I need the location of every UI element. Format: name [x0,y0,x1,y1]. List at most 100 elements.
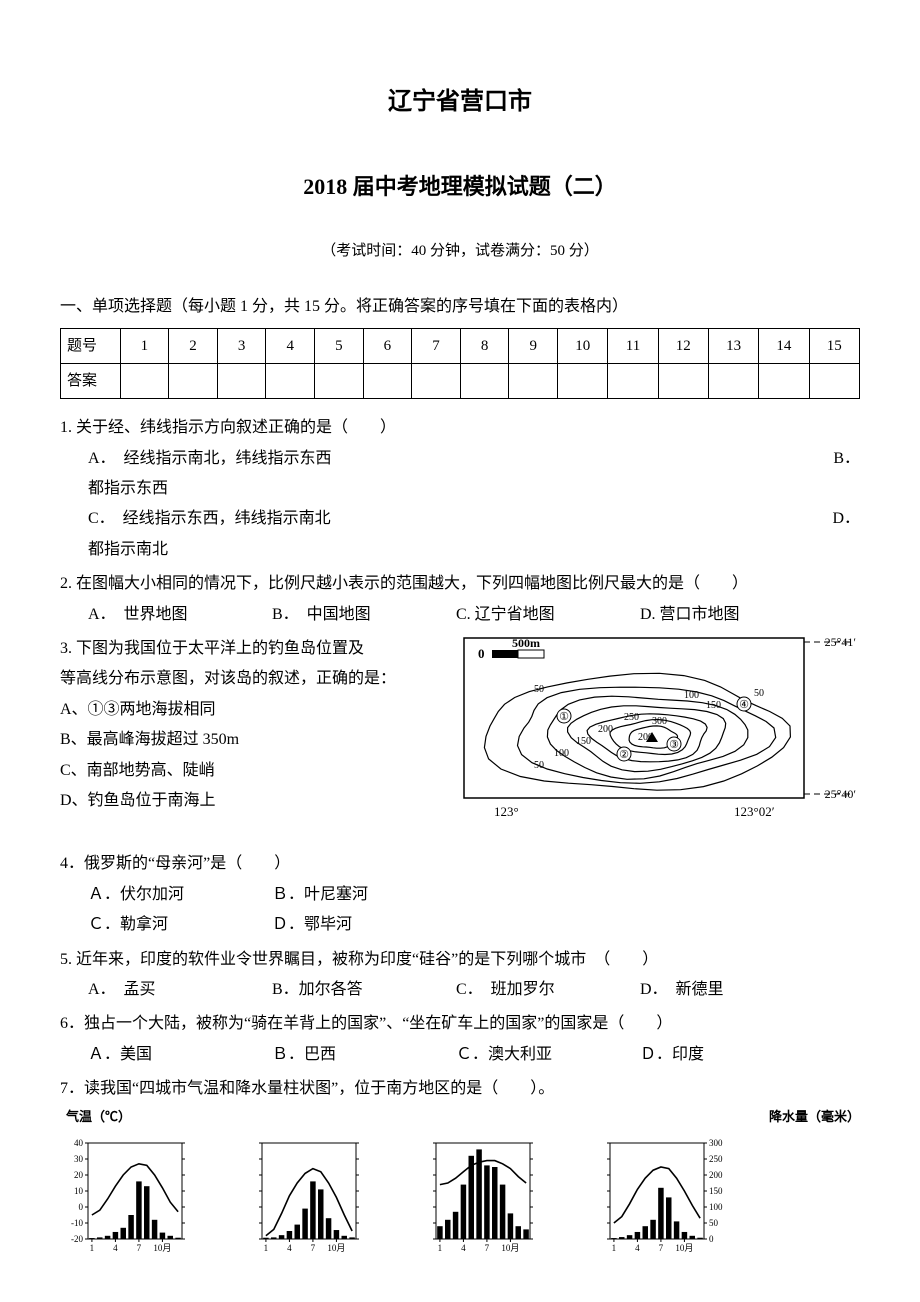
answer-cell [708,364,758,399]
svg-text:20: 20 [74,1170,84,1180]
q4-opt-a: Ａ．伏尔加河 [88,880,268,910]
answer-cell [658,364,708,399]
question-3: 25°41′25°40′123°123°02′0500m①②③④50501001… [60,634,860,845]
temp-axis-title: 气温（℃） [60,1105,131,1130]
q1-opt-b: B． [833,444,860,474]
q1-opt-a: A． 经线指示南北，纬线指示东西 [88,450,332,467]
svg-text:250: 250 [709,1154,723,1164]
col-num: 3 [217,329,266,364]
climate-chart: 1 4 7 10月 [234,1137,384,1257]
q1-opt-b-cont: 都指示东西 [60,474,860,504]
q2-stem: 2. 在图幅大小相同的情况下，比例尺越小表示的范围越大，下列四幅地图比例尺最大的… [60,569,860,599]
svg-text:150: 150 [706,700,721,711]
svg-text:100: 100 [684,690,699,701]
q6-stem: 6．独占一个大陆，被称为“骑在羊背上的国家”、“坐在矿车上的国家”的国家是（ ） [60,1009,860,1039]
climate-chart: -20-1001020304014710月 [60,1137,210,1257]
svg-text:7: 7 [659,1243,664,1253]
col-num: 7 [412,329,461,364]
svg-text:7: 7 [137,1243,142,1253]
answer-cell [509,364,558,399]
question-4: 4．俄罗斯的“母亲河”是（ ） Ａ．伏尔加河 Ｂ．叶尼塞河 Ｃ．勒拿河 Ｄ．鄂毕… [60,849,860,940]
svg-text:30: 30 [74,1154,84,1164]
q5-opt-b: B．加尔各答 [272,975,452,1005]
svg-text:1: 1 [264,1243,269,1253]
svg-text:123°02′: 123°02′ [734,804,775,819]
col-num: 14 [759,329,809,364]
svg-text:④: ④ [739,699,749,711]
svg-text:4: 4 [461,1243,466,1253]
col-num: 13 [708,329,758,364]
table-row: 答案 [61,364,860,399]
answer-cell [363,364,412,399]
q2-opt-b: B． 中国地图 [272,600,452,630]
col-num: 8 [460,329,509,364]
answer-cell [558,364,608,399]
q2-opt-c: C. 辽宁省地图 [456,600,636,630]
exam-info: （考试时间：40 分钟，试卷满分：50 分） [60,237,860,266]
svg-text:③: ③ [669,739,679,751]
q1-stem: 1. 关于经、纬线指示方向叙述正确的是（ ） [60,413,860,443]
svg-text:100: 100 [709,1202,723,1212]
col-num: 5 [315,329,364,364]
svg-text:②: ② [619,749,629,761]
answer-cell [412,364,461,399]
svg-text:10: 10 [74,1186,84,1196]
svg-text:1: 1 [90,1243,95,1253]
svg-text:10月: 10月 [327,1243,345,1253]
svg-text:0: 0 [79,1202,84,1212]
svg-text:7: 7 [485,1243,490,1253]
svg-text:25°40′: 25°40′ [825,787,857,801]
svg-text:1: 1 [612,1243,617,1253]
page-title-2: 2018 届中考地理模拟试题（二） [60,166,860,208]
svg-text:4: 4 [635,1243,640,1253]
row-label: 答案 [61,364,121,399]
question-7: 7．读我国“四城市气温和降水量柱状图”，位于南方地区的是（ ）。 气温（℃） 降… [60,1074,860,1257]
climate-chart: 05010015020025030014710月 [582,1137,732,1257]
svg-text:10月: 10月 [675,1243,693,1253]
answer-cell [608,364,658,399]
q5-opt-a: A． 孟买 [88,975,268,1005]
col-num: 4 [266,329,315,364]
svg-text:4: 4 [287,1243,292,1253]
col-num: 2 [169,329,218,364]
answer-cell [809,364,859,399]
col-num: 15 [809,329,859,364]
svg-text:200: 200 [598,724,613,735]
svg-text:0: 0 [478,646,485,661]
answer-cell [460,364,509,399]
q1-line-a: A． 经线指示南北，纬线指示东西 B． [60,444,860,474]
q6-opt-d: Ｄ．印度 [640,1040,820,1070]
svg-text:10月: 10月 [501,1243,519,1253]
svg-text:300: 300 [652,716,667,727]
svg-text:123°: 123° [494,804,519,819]
svg-text:10月: 10月 [153,1243,171,1253]
question-1: 1. 关于经、纬线指示方向叙述正确的是（ ） A． 经线指示南北，纬线指示东西 … [60,413,860,565]
q6-opt-c: Ｃ．澳大利亚 [456,1040,636,1070]
col-num: 10 [558,329,608,364]
q6-opt-b: Ｂ．巴西 [272,1040,452,1070]
q6-opt-a: Ａ．美国 [88,1040,268,1070]
svg-text:50: 50 [709,1218,719,1228]
q1-opt-c: C． 经线指示东西，纬线指示南北 [88,510,331,527]
table-row: 题号 1 2 3 4 5 6 7 8 9 10 11 12 13 14 15 [61,329,860,364]
q5-opt-c: C． 班加罗尔 [456,975,636,1005]
page-title-1: 辽宁省营口市 [60,80,860,126]
col-num: 12 [658,329,708,364]
col-num: 11 [608,329,658,364]
col-num: 9 [509,329,558,364]
q4-opt-b: Ｂ．叶尼塞河 [272,880,452,910]
answer-cell [266,364,315,399]
rain-axis-title: 降水量（毫米） [769,1105,860,1130]
answer-cell [120,364,169,399]
svg-text:150: 150 [576,736,591,747]
svg-text:200: 200 [709,1170,723,1180]
svg-text:50: 50 [534,760,544,771]
q2-opt-a: A． 世界地图 [88,600,268,630]
question-6: 6．独占一个大陆，被称为“骑在羊背上的国家”、“坐在矿车上的国家”的国家是（ ）… [60,1009,860,1070]
svg-text:7: 7 [311,1243,316,1253]
climate-charts-row: -20-1001020304014710月14710月14710月0501001… [60,1137,860,1257]
svg-text:50: 50 [754,688,764,699]
row-label: 题号 [61,329,121,364]
q5-opt-d: D． 新德里 [640,975,820,1005]
svg-text:100: 100 [554,748,569,759]
